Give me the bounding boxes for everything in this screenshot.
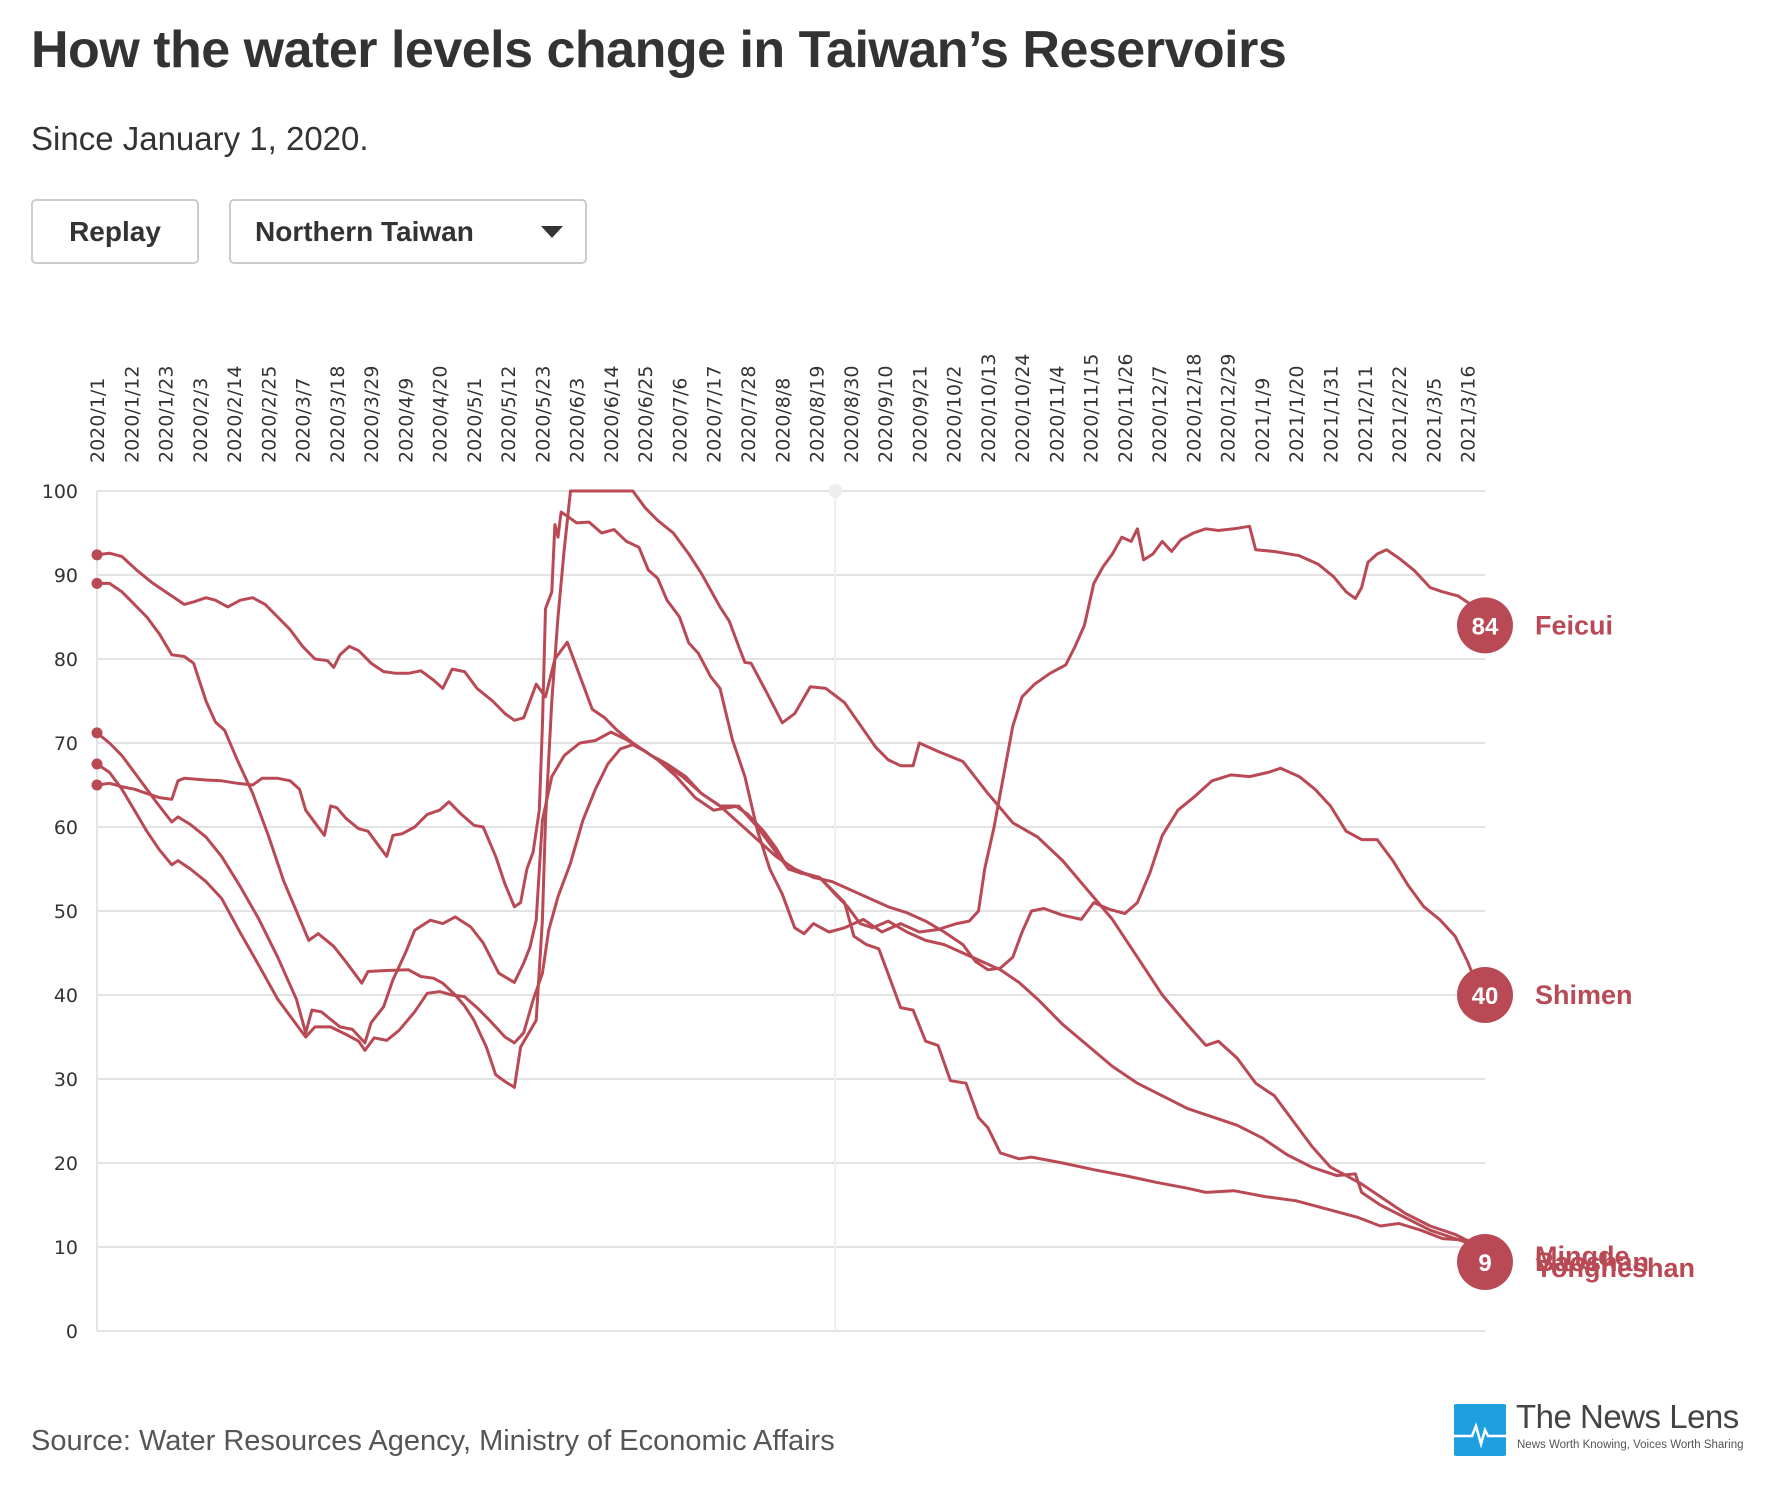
- hover-dot: [828, 484, 843, 498]
- x-tick-label: 2021/3/16: [1458, 366, 1480, 463]
- y-tick-label: 0: [66, 1321, 78, 1343]
- y-tick-label: 20: [54, 1153, 78, 1175]
- end-value-circle: [1457, 597, 1513, 654]
- y-tick-label: 40: [54, 985, 78, 1007]
- x-tick-label: 2020/1/1: [87, 378, 109, 463]
- end-value-text: 84: [1472, 613, 1499, 640]
- end-label-mingde: Mingde: [1535, 1241, 1630, 1271]
- x-tick-label: 2020/4/9: [395, 378, 417, 463]
- x-tick-label: 2020/10/13: [978, 353, 1000, 463]
- series-lines: [91, 489, 1482, 1249]
- x-tick-label: 2020/9/21: [909, 366, 931, 463]
- end-label-name: Baoshan: [1535, 1247, 1649, 1277]
- y-tick-label: 70: [54, 733, 78, 755]
- x-tick-label: 2020/6/3: [567, 378, 589, 463]
- caret-down-icon: [541, 226, 563, 238]
- x-tick-label: 2021/2/22: [1389, 366, 1411, 463]
- x-tick-label: 2020/3/18: [327, 366, 349, 463]
- region-dropdown[interactable]: Northern Taiwan: [229, 199, 587, 264]
- x-tick-label: 2020/5/12: [498, 366, 520, 463]
- x-tick-label: 2021/1/20: [1286, 366, 1308, 463]
- page-subtitle: Since January 1, 2020.: [31, 120, 369, 157]
- x-tick-label: 2020/2/14: [224, 366, 246, 463]
- end-label-name: Feicui: [1535, 610, 1613, 640]
- end-label-shimen: Shimen 40: [1457, 967, 1633, 1023]
- end-label-name: Yongheshan: [1535, 1253, 1695, 1283]
- y-tick-label: 60: [54, 817, 78, 839]
- line-chart: 0 10 20 30 40 50 60 70 80 90 100 2020/1/1 2020/1/12…: [42, 353, 1695, 1343]
- x-tick-label: 2020/8/19: [807, 366, 829, 463]
- end-value-circle: [1457, 967, 1513, 1023]
- replay-button[interactable]: Replay: [31, 199, 199, 264]
- x-tick-label: 2020/2/25: [258, 366, 280, 463]
- end-label-feicui: Feicui 84: [1457, 597, 1613, 654]
- page-title: How the water levels change in Taiwan’s …: [31, 21, 1287, 79]
- x-tick-label: 2020/12/29: [1218, 353, 1240, 463]
- x-tick-label: 2020/7/6: [669, 378, 691, 463]
- x-tick-label: 2020/10/2: [944, 366, 966, 463]
- x-tick-label: 2020/7/28: [738, 366, 760, 463]
- y-tick-label: 50: [54, 901, 78, 923]
- x-tick-label: 2020/5/1: [464, 378, 486, 463]
- logo-tagline: News Worth Knowing, Voices Worth Sharing: [1517, 1439, 1744, 1451]
- end-label-name: Shimen: [1535, 980, 1633, 1010]
- x-tick-label: 2020/5/23: [532, 366, 554, 463]
- x-tick-label: 2021/2/11: [1355, 366, 1377, 463]
- series-line-baoshan: [97, 489, 1481, 1249]
- series-start-dot-yongheshan: [91, 549, 103, 561]
- end-value-text: 40: [1472, 983, 1499, 1010]
- x-tick-label: 2020/7/17: [704, 366, 726, 463]
- end-value-circle: [1457, 1234, 1513, 1290]
- x-tick-label: 2020/2/3: [190, 378, 212, 463]
- series-start-dot-shimen: [91, 727, 103, 739]
- x-tick-label: 2020/12/18: [1183, 353, 1205, 463]
- x-axis-ticks: 2020/1/1 2020/1/12 2020/1/23 2020/2/3 2020/2…: [87, 353, 1480, 463]
- x-tick-label: 2020/3/7: [293, 378, 315, 463]
- x-tick-label: 2020/12/7: [1149, 366, 1171, 463]
- end-label-yongheshan: Yongheshan: [1535, 1253, 1695, 1283]
- x-tick-label: 2020/1/12: [121, 366, 143, 463]
- x-tick-label: 2021/1/31: [1320, 366, 1342, 463]
- series-line-mingde: [96, 743, 1481, 1249]
- y-tick-label: 100: [42, 481, 78, 503]
- news-lens-logo[interactable]: The News Lens News Worth Knowing, Voices…: [1454, 1398, 1754, 1458]
- y-tick-label: 90: [54, 565, 78, 587]
- source-note: Source: Water Resources Agency, Ministry…: [31, 1425, 835, 1457]
- series-start-dot-mingde: [91, 758, 103, 770]
- x-tick-label: 2020/6/14: [601, 366, 623, 463]
- series-start-dot-feicui: [91, 779, 103, 791]
- end-value-text: 9: [1478, 1250, 1491, 1277]
- x-tick-label: 2020/9/10: [875, 366, 897, 463]
- grid-lines: [96, 490, 1485, 1332]
- y-axis-ticks: 0 10 20 30 40 50 60 70 80 90 100: [42, 481, 78, 1343]
- heartbeat-pulse-icon: [1454, 1404, 1506, 1456]
- series-start-dot-baoshan: [91, 577, 103, 589]
- x-tick-label: 2020/6/25: [635, 366, 657, 463]
- y-tick-label: 80: [54, 649, 78, 671]
- y-tick-label: 10: [54, 1237, 78, 1259]
- x-tick-label: 2020/11/15: [1081, 353, 1103, 463]
- series-line-yongheshan: [96, 551, 1481, 1249]
- series-line-shimen: [96, 730, 1482, 1045]
- hover-guide: [828, 484, 843, 1331]
- y-tick-label: 30: [54, 1069, 78, 1091]
- x-tick-label: 2020/4/20: [430, 366, 452, 463]
- series-line-feicui: [96, 510, 1482, 936]
- x-tick-label: 2020/8/8: [772, 378, 794, 463]
- x-tick-label: 2021/1/9: [1252, 378, 1274, 463]
- region-dropdown-value: Northern Taiwan: [255, 215, 474, 247]
- end-label-baoshan: Baoshan 9: [1457, 1234, 1649, 1290]
- x-tick-label: 2020/11/4: [1046, 366, 1068, 463]
- logo-name: The News Lens: [1516, 1398, 1739, 1435]
- x-tick-label: 2020/3/29: [361, 366, 383, 463]
- end-label-name: Mingde: [1535, 1241, 1630, 1271]
- x-tick-label: 2020/8/30: [841, 366, 863, 463]
- x-tick-label: 2020/11/26: [1115, 353, 1137, 463]
- x-tick-label: 2021/3/5: [1423, 378, 1445, 463]
- x-tick-label: 2020/1/23: [156, 366, 178, 463]
- x-tick-label: 2020/10/24: [1012, 353, 1034, 463]
